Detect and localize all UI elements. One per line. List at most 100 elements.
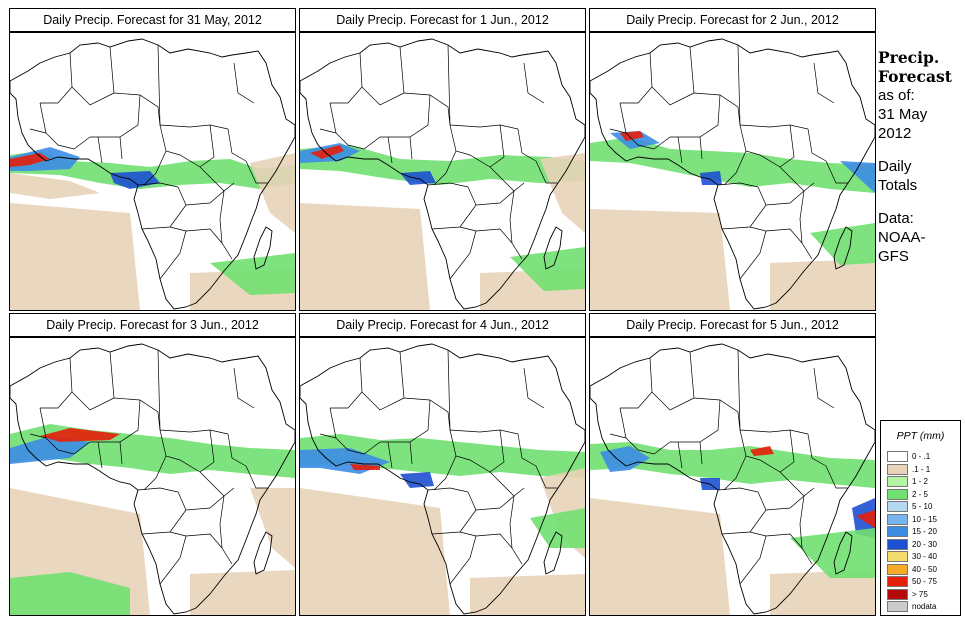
country-border bbox=[159, 228, 223, 280]
precip-area bbox=[300, 488, 450, 615]
legend-swatch bbox=[887, 551, 908, 562]
country-border bbox=[489, 429, 505, 473]
country-border bbox=[479, 124, 519, 130]
country-border bbox=[433, 150, 457, 186]
precip-area bbox=[790, 528, 875, 578]
country-border bbox=[427, 182, 469, 188]
legend-label: 2 - 5 bbox=[912, 489, 929, 499]
legend-swatch bbox=[887, 501, 908, 512]
precip-map-svg bbox=[590, 343, 875, 615]
country-border bbox=[227, 433, 247, 467]
country-border bbox=[143, 150, 167, 186]
country-border bbox=[619, 407, 671, 455]
panel-title: Daily Precip. Forecast for 3 Jun., 2012 bbox=[9, 313, 296, 337]
country-border bbox=[699, 136, 703, 160]
country-border bbox=[749, 531, 767, 537]
forecast-panel: Daily Precip. Forecast for 1 Jun., 2012 bbox=[299, 8, 586, 311]
country-border bbox=[329, 102, 381, 150]
country-border bbox=[199, 124, 215, 168]
country-border bbox=[90, 399, 141, 443]
country-border bbox=[737, 44, 771, 128]
precip-area bbox=[110, 171, 160, 189]
legend-label: 30 - 40 bbox=[912, 552, 937, 561]
precip-area bbox=[620, 131, 644, 141]
country-border bbox=[39, 407, 91, 455]
country-border bbox=[427, 487, 469, 493]
madagascar-coastline bbox=[543, 226, 563, 270]
precip-area bbox=[310, 145, 344, 159]
country-border bbox=[403, 92, 451, 126]
country-border bbox=[431, 204, 477, 230]
country-border bbox=[433, 455, 457, 491]
legend-swatch bbox=[887, 488, 908, 500]
country-border bbox=[119, 441, 123, 465]
country-border bbox=[677, 136, 683, 164]
coastline bbox=[590, 343, 875, 615]
country-border bbox=[670, 399, 721, 443]
country-border bbox=[403, 397, 451, 431]
sidebar-heading-forecast: Forecast bbox=[878, 67, 952, 86]
legend-swatch bbox=[887, 538, 908, 550]
sidebar-date-year: 2012 bbox=[878, 125, 912, 142]
sidebar-as-of: as of: bbox=[878, 87, 915, 104]
country-border bbox=[199, 471, 235, 497]
precip-area bbox=[300, 145, 585, 185]
country-border bbox=[813, 62, 835, 104]
forecast-panel: Daily Precip. Forecast for 3 Jun., 2012 bbox=[9, 313, 296, 616]
country-border bbox=[651, 351, 695, 411]
precip-area bbox=[600, 446, 650, 472]
legend-swatch bbox=[887, 451, 908, 462]
country-border bbox=[245, 465, 268, 489]
legend-swatch bbox=[887, 576, 908, 587]
sidebar-source-noaa: NOAA- bbox=[878, 229, 926, 246]
country-border bbox=[723, 455, 747, 491]
precip-map-svg bbox=[10, 343, 295, 615]
precip-map-svg bbox=[300, 343, 585, 615]
legend-swatch bbox=[887, 463, 908, 475]
country-border bbox=[620, 357, 653, 409]
forecast-panel: Daily Precip. Forecast for 31 May, 2012 bbox=[9, 8, 296, 311]
country-border bbox=[90, 94, 141, 138]
country-border bbox=[693, 92, 741, 126]
precip-area bbox=[400, 472, 434, 488]
precip-area bbox=[540, 153, 585, 233]
country-border bbox=[447, 44, 481, 128]
country-border bbox=[71, 46, 115, 106]
country-border bbox=[233, 62, 255, 104]
coastline bbox=[10, 38, 295, 310]
country-border bbox=[157, 349, 191, 433]
country-border bbox=[380, 399, 431, 443]
country-border bbox=[449, 124, 491, 168]
country-border bbox=[97, 136, 103, 164]
precip-area bbox=[350, 464, 380, 470]
country-border bbox=[699, 441, 703, 465]
madagascar-coastline bbox=[253, 226, 273, 270]
country-border bbox=[387, 136, 393, 164]
info-sidebar: Precip. Forecast as of: 31 May 2012 Dail… bbox=[878, 48, 964, 266]
precip-area bbox=[590, 498, 730, 615]
precip-area bbox=[250, 488, 295, 568]
forecast-panel: Daily Precip. Forecast for 2 Jun., 2012 bbox=[589, 8, 876, 311]
sidebar-source-gfs: GFS bbox=[878, 248, 909, 265]
precip-area bbox=[840, 161, 875, 193]
precip-map bbox=[9, 337, 296, 616]
country-border bbox=[97, 441, 103, 469]
country-border bbox=[447, 349, 481, 433]
forecast-panel: Daily Precip. Forecast for 4 Jun., 2012 bbox=[299, 313, 586, 616]
coastline bbox=[10, 343, 295, 615]
country-border bbox=[825, 160, 848, 184]
legend-swatch bbox=[887, 476, 908, 487]
legend-label: 15 - 20 bbox=[912, 527, 937, 536]
legend-label: 50 - 75 bbox=[912, 577, 937, 586]
precip-area bbox=[590, 442, 875, 488]
country-border bbox=[799, 495, 813, 565]
country-border bbox=[245, 160, 268, 184]
coastline bbox=[590, 38, 875, 310]
country-border bbox=[739, 429, 781, 473]
forecast-panel: Daily Precip. Forecast for 5 Jun., 2012 bbox=[589, 313, 876, 616]
legend-label: 5 - 10 bbox=[912, 502, 933, 511]
country-border bbox=[723, 150, 747, 186]
country-border bbox=[449, 429, 491, 473]
precip-area bbox=[300, 203, 430, 310]
country-border bbox=[330, 52, 363, 104]
